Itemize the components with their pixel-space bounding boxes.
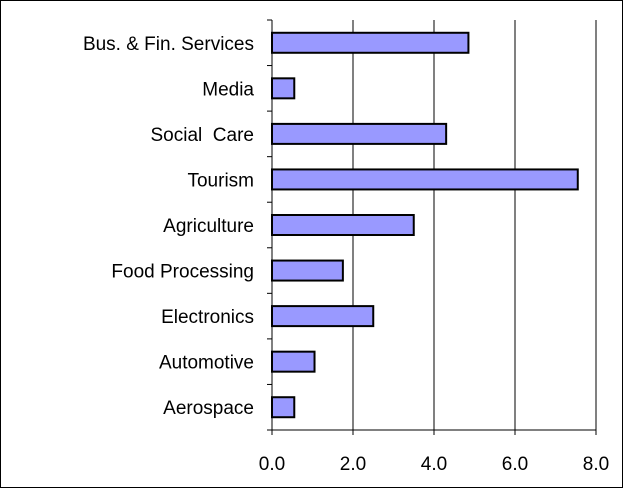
x-tick-label: 8.0 bbox=[583, 454, 609, 475]
x-tick-label: 4.0 bbox=[421, 454, 447, 475]
category-label: Tourism bbox=[187, 170, 254, 191]
x-tick-label: 0.0 bbox=[259, 454, 285, 475]
category-label: Aerospace bbox=[163, 398, 254, 419]
category-label: Food Processing bbox=[111, 262, 254, 283]
bar bbox=[271, 350, 316, 373]
bar bbox=[271, 77, 296, 100]
x-tick-label: 2.0 bbox=[340, 454, 366, 475]
bar bbox=[271, 305, 375, 328]
bar bbox=[271, 396, 296, 419]
category-label: Agriculture bbox=[163, 216, 254, 237]
bar bbox=[271, 122, 448, 145]
category-label: Electronics bbox=[161, 307, 254, 328]
bar bbox=[271, 168, 579, 191]
x-tick-label: 6.0 bbox=[502, 454, 528, 475]
category-label: Automotive bbox=[159, 353, 254, 374]
bar bbox=[271, 259, 344, 282]
bar bbox=[271, 214, 415, 236]
bar bbox=[271, 31, 470, 54]
category-label: Social Care bbox=[151, 125, 255, 146]
category-label: Media bbox=[202, 79, 254, 100]
category-label: Bus. & Fin. Services bbox=[83, 34, 254, 55]
